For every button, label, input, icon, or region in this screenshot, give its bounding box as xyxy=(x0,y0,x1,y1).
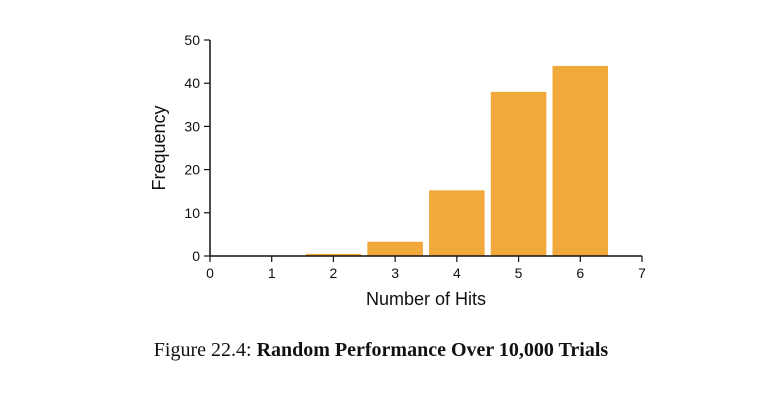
bar-2 xyxy=(305,253,362,256)
bars xyxy=(305,65,609,256)
bar-6 xyxy=(552,65,609,256)
x-tick-label: 5 xyxy=(515,265,523,281)
x-tick-label: 6 xyxy=(576,265,584,281)
figure-caption: Figure 22.4: Random Performance Over 10,… xyxy=(0,339,762,362)
x-tick-label: 4 xyxy=(453,265,461,281)
y-tick-label: 30 xyxy=(184,118,200,134)
x-axis-title: Number of Hits xyxy=(366,289,486,309)
y-tick-label: 0 xyxy=(192,248,200,264)
bar-3 xyxy=(367,241,423,256)
y-tick-label: 10 xyxy=(184,205,200,221)
x-tick-label: 7 xyxy=(638,265,646,281)
caption-title: Random Performance Over 10,000 Trials xyxy=(256,339,609,361)
y-axis-title: Frequency xyxy=(149,105,169,190)
x-tick-label: 2 xyxy=(330,265,338,281)
x-tick-label: 0 xyxy=(206,265,214,281)
y-tick-label: 40 xyxy=(184,75,200,91)
y-tick-label: 20 xyxy=(184,162,200,178)
chart: 0 1 2 3 4 5 6 7 0 10 20 30 40 50 Number of Hits Freq… xyxy=(149,32,646,309)
x-tick-label: 1 xyxy=(268,265,276,281)
y-ticks: 0 10 20 30 40 50 xyxy=(184,32,210,264)
caption-prefix: Figure 22.4: xyxy=(153,339,252,361)
bar-5 xyxy=(490,91,547,256)
x-ticks: 0 1 2 3 4 5 6 7 xyxy=(206,256,646,281)
x-tick-label: 3 xyxy=(391,265,399,281)
y-tick-label: 50 xyxy=(184,32,200,48)
bar-4 xyxy=(429,190,485,256)
